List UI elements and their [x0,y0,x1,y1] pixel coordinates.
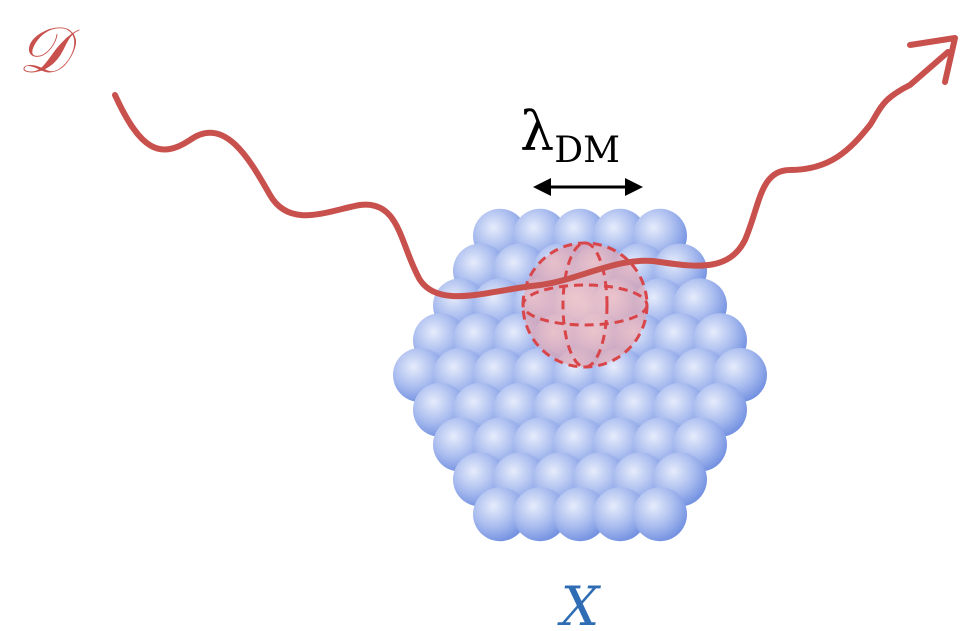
wavelength-subscript: DM [554,130,620,171]
diagram: 𝒟 λDM X [0,0,966,631]
nucleus-label: X [557,575,602,631]
wavelength-label: λDM [520,100,620,171]
nucleon [633,487,687,541]
particle-label: 𝒟 [18,14,80,88]
wavelength-symbol: λ [520,100,554,163]
